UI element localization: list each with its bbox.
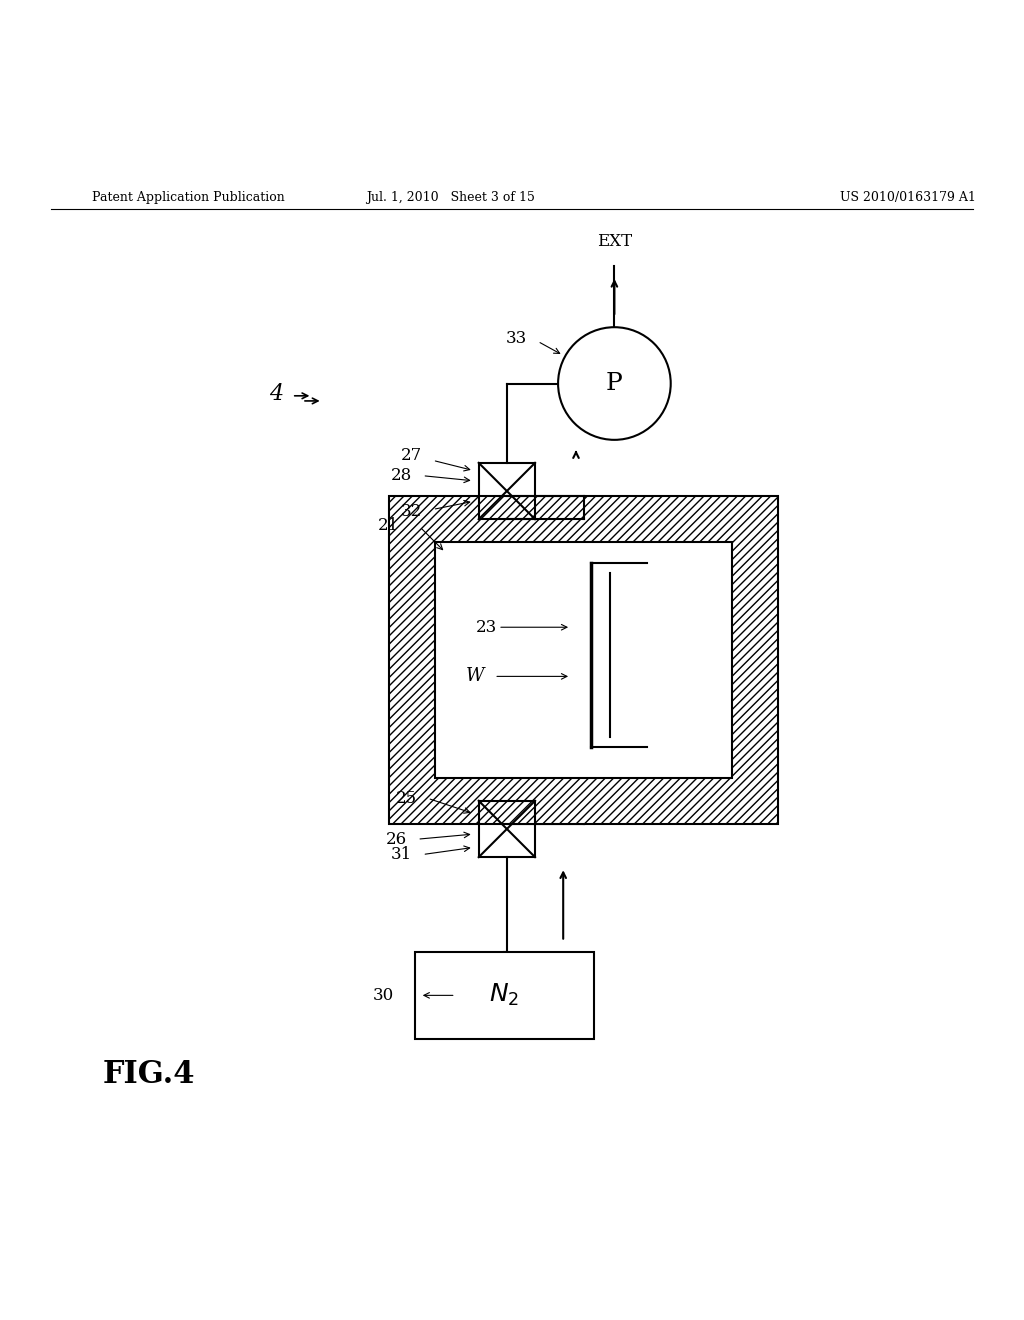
Text: $N_2$: $N_2$ xyxy=(489,982,519,1008)
Text: FIG.4: FIG.4 xyxy=(102,1059,195,1090)
Text: P: P xyxy=(606,372,623,395)
Text: W: W xyxy=(466,668,484,685)
Text: 21: 21 xyxy=(378,516,399,533)
Text: 32: 32 xyxy=(401,503,422,520)
Text: 23: 23 xyxy=(476,619,497,636)
Text: 33: 33 xyxy=(506,330,527,347)
Bar xyxy=(389,496,778,824)
Text: 25: 25 xyxy=(396,789,418,807)
Bar xyxy=(435,543,732,777)
Bar xyxy=(478,801,535,857)
Text: 31: 31 xyxy=(391,846,412,863)
Text: Jul. 1, 2010   Sheet 3 of 15: Jul. 1, 2010 Sheet 3 of 15 xyxy=(367,190,535,203)
Text: 27: 27 xyxy=(401,446,422,463)
Text: 4: 4 xyxy=(269,383,284,405)
Circle shape xyxy=(558,327,671,440)
Text: EXT: EXT xyxy=(597,234,632,251)
Text: 26: 26 xyxy=(386,830,407,847)
Text: 30: 30 xyxy=(373,987,394,1003)
Bar xyxy=(415,952,594,1039)
Text: US 2010/0163179 A1: US 2010/0163179 A1 xyxy=(840,190,976,203)
Text: Patent Application Publication: Patent Application Publication xyxy=(92,190,285,203)
Bar xyxy=(478,463,535,519)
Text: 28: 28 xyxy=(391,467,412,484)
